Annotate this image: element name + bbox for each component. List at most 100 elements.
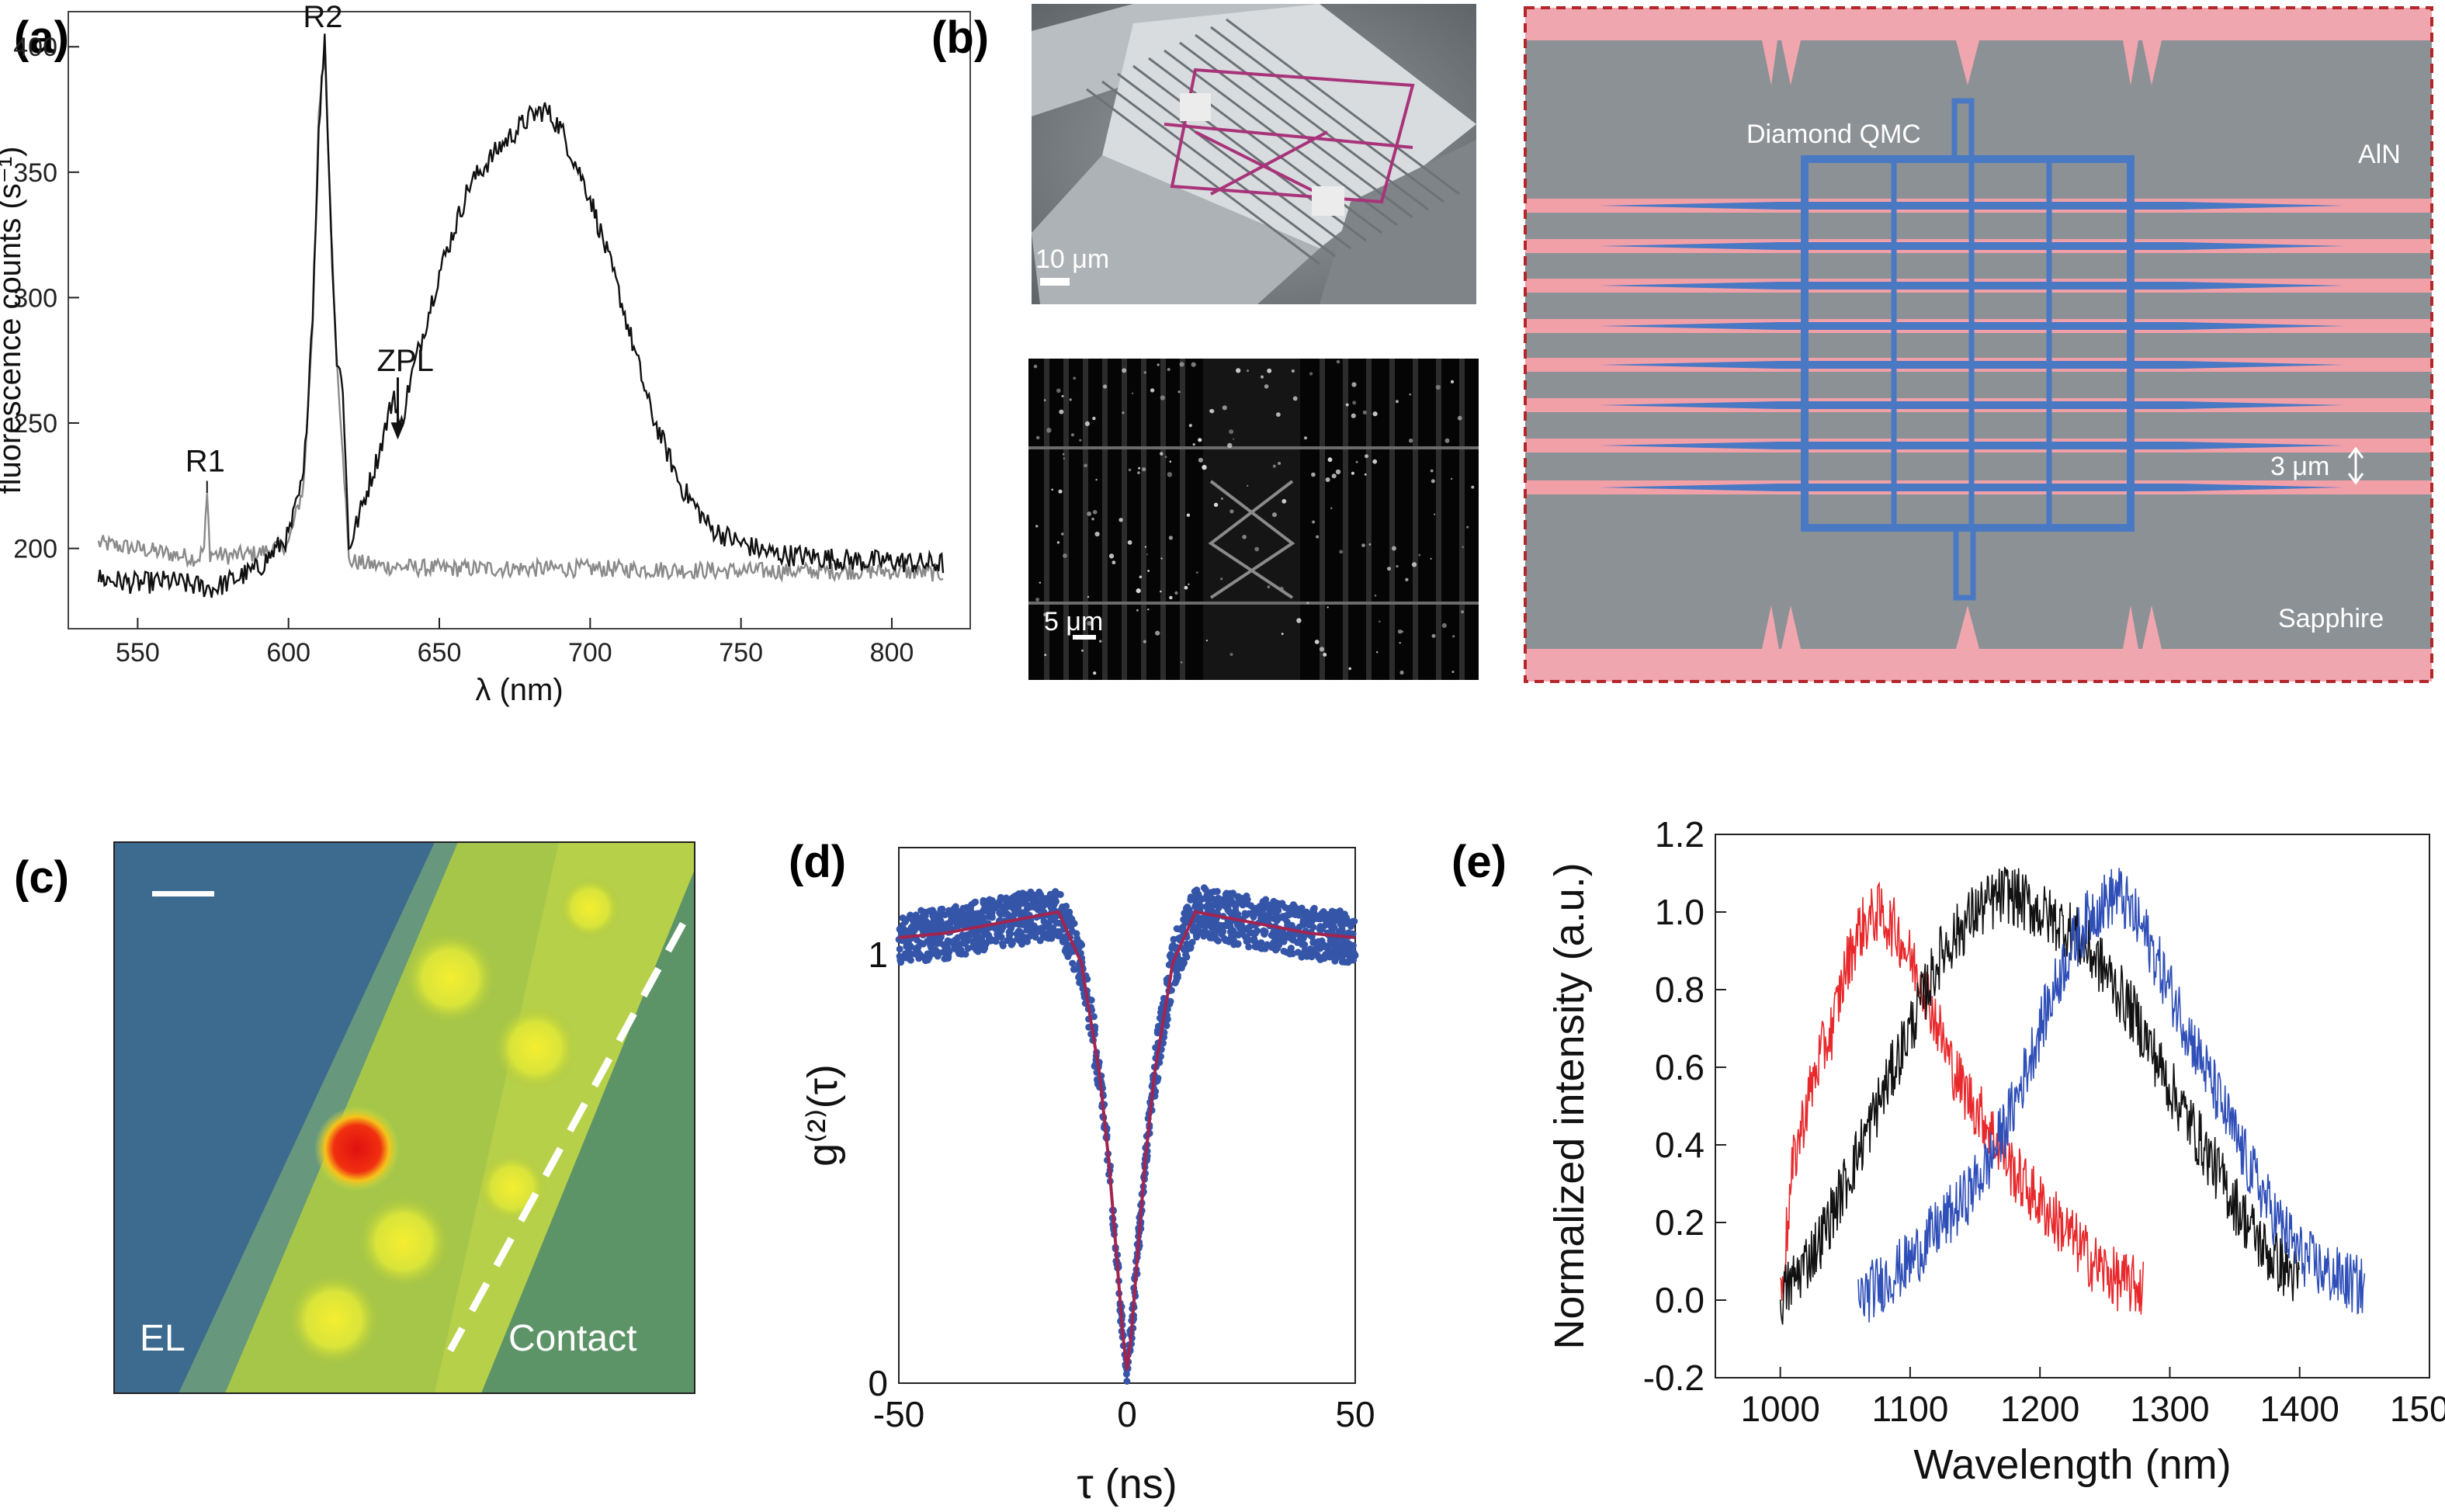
g2-data-point — [1021, 896, 1029, 904]
emitter-spot — [1352, 401, 1357, 405]
emitter-spot — [1179, 362, 1184, 367]
emitter-spot — [1418, 553, 1421, 557]
g2-data-point — [1053, 898, 1060, 905]
emitter-spot — [1434, 513, 1436, 515]
g2-data-point — [1023, 905, 1031, 913]
emitter-spot — [1361, 543, 1365, 547]
emitter-spot — [1169, 595, 1173, 600]
g2-data-point — [990, 905, 997, 912]
emitter-spot — [1061, 394, 1064, 397]
emitter-spot — [1278, 462, 1281, 465]
g2-data-point — [907, 914, 915, 922]
waveguide-column — [1180, 359, 1185, 680]
g2-data-point — [929, 935, 937, 943]
x-tick-label: 1500 — [2390, 1389, 2445, 1429]
waveguide-column — [1413, 359, 1418, 680]
emitter-spot — [1099, 640, 1102, 643]
emitter-spot — [1169, 460, 1172, 463]
g2-data-point — [1227, 895, 1234, 903]
horizontal-waveguide — [1028, 446, 1479, 449]
emitter-spot — [1167, 472, 1173, 477]
emitter-spot — [1304, 436, 1307, 440]
waveguide-column — [1459, 359, 1465, 680]
g2-data-point — [1014, 934, 1021, 942]
g2-data-point — [987, 937, 995, 945]
fluorescence-image: 5 μm — [1028, 359, 1479, 680]
aln-label: AlN — [2358, 140, 2401, 169]
series-black — [97, 33, 945, 598]
y-tick-label: 200 — [13, 535, 57, 564]
emitter-spot — [1092, 416, 1096, 421]
waveguide-column — [1389, 359, 1395, 680]
emitter-spot — [1033, 364, 1038, 369]
g2-data-point — [1333, 939, 1341, 947]
emitter-spot — [1084, 421, 1090, 427]
emitter-spot — [1184, 585, 1188, 590]
g2-data-point — [973, 914, 980, 921]
g2-data-point — [1320, 953, 1328, 961]
g2-data-point — [917, 924, 924, 931]
zpl-arrowhead — [390, 422, 405, 440]
emitter-spot — [1314, 640, 1320, 644]
emitter-spot — [1144, 546, 1146, 548]
emitter-spot — [1143, 640, 1146, 643]
g2-data-point — [1028, 893, 1035, 900]
x-tick-label: 650 — [418, 638, 462, 668]
waveguide-column — [1063, 359, 1069, 680]
g2-data-point — [1018, 941, 1025, 948]
g2-data-point — [1222, 903, 1229, 910]
y-tick-label: 400 — [13, 33, 57, 62]
emitter-spot — [1213, 502, 1219, 508]
g2-data-point — [913, 936, 921, 944]
g2-data-point — [999, 942, 1007, 949]
emitter-spot — [1312, 520, 1316, 524]
series-blue — [1857, 868, 2366, 1323]
emitter-spot — [1195, 571, 1198, 574]
x-tick-label: -50 — [873, 1394, 924, 1434]
emitter-spot — [1188, 424, 1192, 428]
emitter-spot — [1112, 560, 1116, 565]
x-tick-label: 550 — [116, 638, 160, 668]
emitter-spot — [1233, 438, 1235, 440]
emitter-spot — [1147, 570, 1150, 572]
sem-scale-label: 10 μm — [1035, 244, 1109, 274]
g2-data-point — [1202, 886, 1209, 893]
g2-data-point — [1283, 918, 1291, 926]
y-tick-label: 0.2 — [1655, 1202, 1705, 1243]
g2-data-point — [1316, 923, 1324, 931]
panel-e-label: (e) — [1451, 837, 1507, 887]
g2-data-point — [934, 940, 942, 947]
x-tick-label: 700 — [568, 638, 612, 668]
emitter-spot — [1372, 459, 1378, 464]
emitter-spot — [1167, 368, 1170, 371]
g2-data-point — [957, 910, 965, 917]
g2-data-point — [1191, 902, 1199, 910]
g2-data-point — [928, 907, 936, 914]
emitter-spot — [1229, 653, 1233, 657]
emitter-spot — [1267, 368, 1272, 373]
g2-data-point — [955, 922, 962, 930]
emitter-spot — [1138, 466, 1141, 470]
emitter-spot — [1136, 588, 1141, 594]
emitter-spot — [1180, 661, 1183, 664]
emitter-spot — [1122, 411, 1125, 414]
emitter-spot — [1073, 376, 1077, 380]
g2-data-point — [1026, 932, 1034, 940]
g2-data-point — [906, 949, 914, 957]
g2-data-point — [1286, 950, 1294, 958]
el-map-image: EL Contact — [113, 841, 695, 1394]
contact-label: Contact — [508, 1318, 636, 1359]
g2-data-point — [1049, 890, 1057, 898]
g2-data-point — [978, 909, 986, 916]
panel-a-plot-frame — [68, 11, 971, 629]
emitter-spot — [1063, 457, 1066, 459]
g2-data-point — [1041, 895, 1049, 903]
x-tick-label: 1300 — [2130, 1389, 2209, 1429]
emitter-spot — [1118, 518, 1123, 522]
g2-data-point — [1066, 920, 1074, 928]
g2-data-point — [1036, 937, 1044, 945]
g2-data-point — [1123, 1378, 1131, 1385]
g2-data-point — [1232, 907, 1240, 914]
emitter-spot — [1059, 409, 1064, 414]
g2-data-point — [1330, 924, 1338, 931]
